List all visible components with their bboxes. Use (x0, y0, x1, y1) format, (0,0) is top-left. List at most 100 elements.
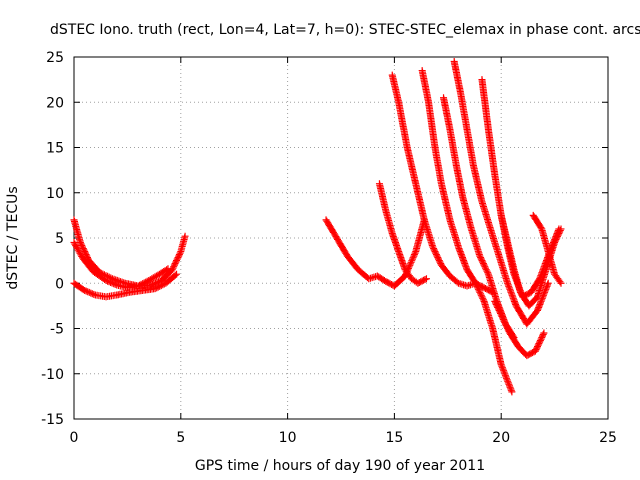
data-marker-fill (463, 127, 477, 168)
data-marker-fill (86, 258, 102, 275)
ticks (73, 56, 609, 420)
data-point (472, 279, 480, 287)
data-marker-fill (412, 181, 428, 222)
data-marker-fill (169, 249, 184, 272)
data-points (70, 58, 565, 396)
data-point (540, 329, 548, 337)
data-marker-fill (392, 273, 408, 289)
data-marker-fill (453, 163, 466, 200)
data-marker-fill (479, 199, 494, 231)
data-marker-fill (334, 235, 351, 259)
data-point (551, 239, 559, 247)
data-point (70, 239, 78, 247)
data-marker-fill (498, 312, 513, 335)
data-marker-fill (446, 127, 460, 168)
data-point (531, 347, 539, 355)
data-marker-fill (97, 269, 115, 282)
data-marker-fill (382, 209, 396, 236)
data-marker-fill (395, 100, 411, 150)
data-point (81, 286, 89, 294)
y-tick-label: 0 (55, 276, 64, 292)
data-marker-fill (492, 299, 504, 317)
data-marker-fill (430, 245, 445, 268)
data-marker-fill (504, 281, 520, 308)
data-marker-fill (389, 231, 402, 254)
x-tick-label: 15 (385, 430, 403, 446)
data-marker-fill (431, 145, 445, 186)
data-marker-fill (552, 272, 564, 286)
y-tick-label: 15 (46, 141, 64, 157)
data-marker-fill (507, 330, 521, 349)
data-point (557, 279, 565, 287)
data-marker-fill (447, 273, 461, 286)
chart-title: dSTEC Iono. truth (rect, Lon=4, Lat=7, h… (50, 22, 640, 38)
data-point (491, 297, 499, 305)
data-marker-fill (91, 269, 109, 283)
data-marker-fill (498, 362, 515, 394)
data-marker-fill (146, 271, 162, 284)
data-marker-fill (438, 181, 454, 222)
data-point (164, 265, 172, 273)
data-marker-fill (77, 240, 92, 263)
data-marker-fill (136, 277, 151, 289)
data-marker-fill (524, 348, 538, 359)
series-13 (529, 211, 565, 287)
data-point (544, 279, 552, 287)
y-tick-label: 10 (46, 186, 64, 202)
data-marker-fill (464, 267, 479, 286)
data-marker-fill (511, 267, 524, 295)
data-marker-fill (551, 227, 564, 245)
y-axis-label: dSTEC / TECUs (5, 186, 21, 289)
data-point (151, 285, 159, 293)
series-7 (418, 67, 516, 396)
series-2 (70, 239, 172, 292)
data-marker-fill (157, 266, 171, 277)
data-marker-fill (459, 195, 475, 231)
data-marker-fill (513, 303, 530, 327)
x-tick-label: 5 (176, 430, 185, 446)
data-marker-fill (82, 287, 98, 298)
tick-labels: 0 5 10 15 20 25 25 20 15 10 5 0 -5 -10 -15 (41, 50, 617, 446)
data-marker-fill (477, 254, 492, 277)
data-marker-fill (485, 272, 500, 304)
data-marker-fill (530, 213, 545, 232)
data-marker-fill (457, 91, 471, 132)
data-marker-fill (71, 280, 87, 294)
y-tick-label: -10 (41, 367, 64, 383)
data-marker-fill (425, 100, 439, 150)
series-9 (450, 58, 552, 328)
y-tick-label: -5 (50, 322, 64, 338)
x-tick-label: 0 (70, 430, 79, 446)
data-marker-fill (345, 254, 361, 272)
y-tick-label: 25 (46, 50, 64, 66)
data-marker-fill (104, 277, 119, 288)
data-marker-fill (163, 271, 179, 286)
data-marker-fill (534, 267, 550, 299)
data-marker-fill (496, 254, 511, 286)
data-marker-fill (472, 281, 487, 304)
data-point (476, 252, 484, 260)
data-point (76, 239, 84, 247)
data-point (173, 270, 181, 278)
data-marker-fill (153, 280, 168, 292)
series-3 (70, 270, 181, 301)
data-marker-fill (159, 267, 175, 283)
y-tick-label: 5 (55, 231, 64, 247)
data-marker-fill (419, 68, 432, 105)
data-marker-fill (439, 263, 453, 279)
data-marker-fill (421, 218, 436, 249)
data-point (422, 275, 430, 283)
data-marker-fill (485, 127, 499, 177)
x-axis-label: GPS time / hours of day 190 of year 2011 (195, 458, 485, 474)
data-marker-fill (528, 276, 543, 295)
data-marker-fill (415, 276, 429, 286)
series-12 (491, 297, 548, 360)
data-point (497, 311, 505, 319)
data-marker-fill (545, 249, 558, 277)
data-marker-fill (389, 73, 402, 105)
data-marker-fill (481, 299, 496, 331)
data-marker-fill (395, 249, 408, 272)
data-marker-fill (468, 227, 483, 258)
